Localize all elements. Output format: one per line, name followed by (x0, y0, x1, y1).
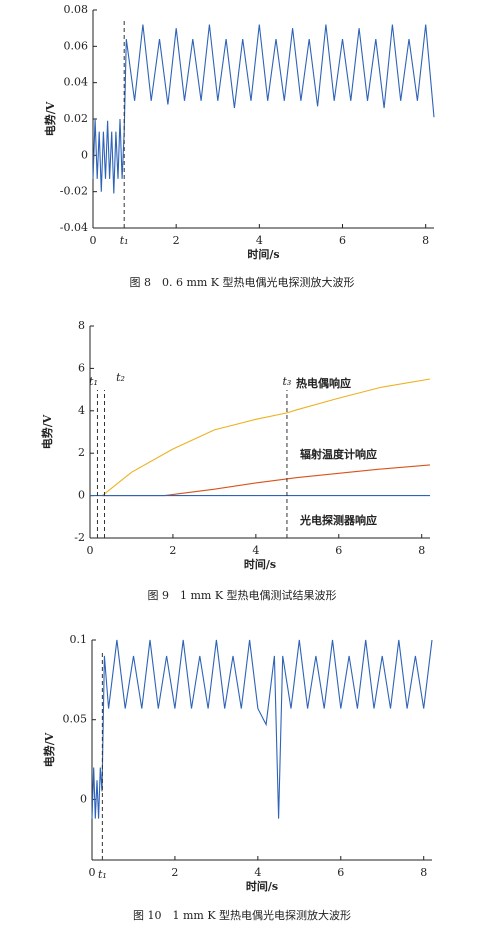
caption: 图 9 1 mm K 型热电偶测试结果波形 (147, 588, 336, 602)
x-tick-label: 2 (173, 234, 180, 247)
series-label: 光电探测器响应 (299, 513, 377, 527)
x-tick-label: 8 (418, 544, 425, 557)
y-tick-label: 0 (81, 148, 88, 161)
y-axis-label: 电势/V (42, 732, 56, 767)
x-tick-label: 0 (90, 234, 97, 247)
y-tick-label: 0 (80, 792, 87, 805)
x-tick-label: 8 (420, 866, 427, 879)
x-tick-label: 4 (254, 866, 261, 879)
y-tick-label: 0 (78, 489, 85, 502)
series-line (102, 378, 431, 497)
y-tick-label: -2 (74, 531, 85, 544)
marker-label: t₃ (283, 375, 292, 388)
y-tick-label: 0.08 (64, 3, 89, 16)
x-tick-label: 0 (87, 544, 94, 557)
marker-label: t₂ (116, 371, 125, 384)
x-tick-label: 2 (171, 866, 178, 879)
x-tick-label: 6 (337, 866, 344, 879)
x-tick-label: 8 (422, 234, 429, 247)
y-tick-label: 0.02 (64, 112, 89, 125)
x-tick-label: 6 (339, 234, 346, 247)
y-axis-label: 电势/V (43, 101, 57, 136)
x-tick-label: 2 (169, 544, 176, 557)
x-axis-label: 时间/s (246, 879, 278, 893)
y-tick-label: -0.04 (60, 221, 88, 234)
series-line (91, 639, 433, 819)
y-tick-label: 0.05 (63, 713, 88, 726)
x-axis-label: 时间/s (244, 557, 276, 571)
y-tick-label: 2 (78, 446, 85, 459)
y-tick-label: 0.1 (70, 633, 88, 646)
series-label: 热电偶响应 (296, 376, 351, 390)
y-tick-label: 4 (78, 404, 85, 417)
x-tick-label: 6 (335, 544, 342, 557)
marker-label: t₁ (89, 375, 98, 388)
y-tick-label: -0.02 (60, 185, 88, 198)
series-line (92, 24, 435, 194)
y-tick-label: 8 (78, 319, 85, 332)
x-tick-label: 4 (256, 234, 263, 247)
y-tick-label: 0.06 (64, 39, 89, 52)
y-tick-label: 0.04 (64, 76, 89, 89)
marker-label: t₁ (120, 234, 129, 247)
x-tick-label: 4 (252, 544, 259, 557)
series-label: 辐射温度计响应 (300, 447, 377, 461)
series-line (102, 464, 431, 497)
y-axis-label: 电势/V (40, 414, 54, 449)
marker-label: t₁ (98, 868, 107, 881)
x-axis-label: 时间/s (247, 247, 279, 261)
y-tick-label: 6 (78, 361, 85, 374)
x-tick-label: 0 (89, 866, 96, 879)
caption: 图 8 0. 6 mm K 型热电偶光电探测放大波形 (129, 275, 354, 289)
caption: 图 10 1 mm K 型热电偶光电探测放大波形 (133, 908, 351, 922)
